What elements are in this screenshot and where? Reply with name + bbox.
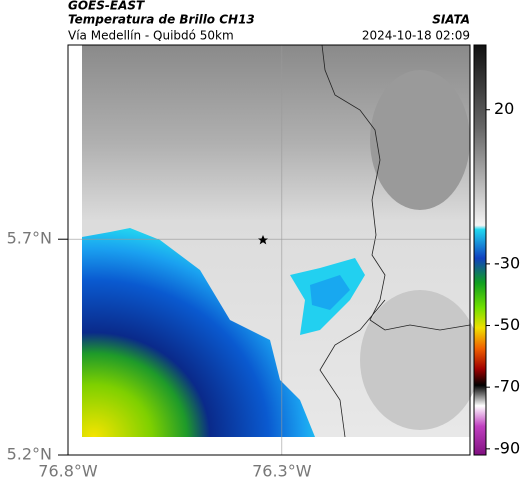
colorbar [473,44,487,456]
map-frame [67,44,471,456]
colorbar-label: -70 [494,377,520,396]
title: Temperatura de Brillo CH13 [68,13,255,27]
imagery [68,45,480,455]
agency: SIATA [432,13,470,27]
colorbar-label: 20 [494,99,514,118]
colorbar-label: -50 [494,315,520,334]
y-tick-label: 5.2°N [7,445,52,464]
colorbar-label: -90 [494,438,520,457]
source: GOES-EAST [68,0,145,13]
y-tick-label: 5.7°N [7,229,52,248]
subtitle: Vía Medellín - Quibdó 50km [68,29,234,43]
city-marker [258,235,268,245]
colorbar-label: -30 [494,253,520,272]
x-tick-label: 76.8°W [38,462,98,481]
borders [319,44,471,438]
x-tick-label: 76.3°W [252,462,312,481]
timestamp: 2024-10-18 02:09 [362,29,470,43]
